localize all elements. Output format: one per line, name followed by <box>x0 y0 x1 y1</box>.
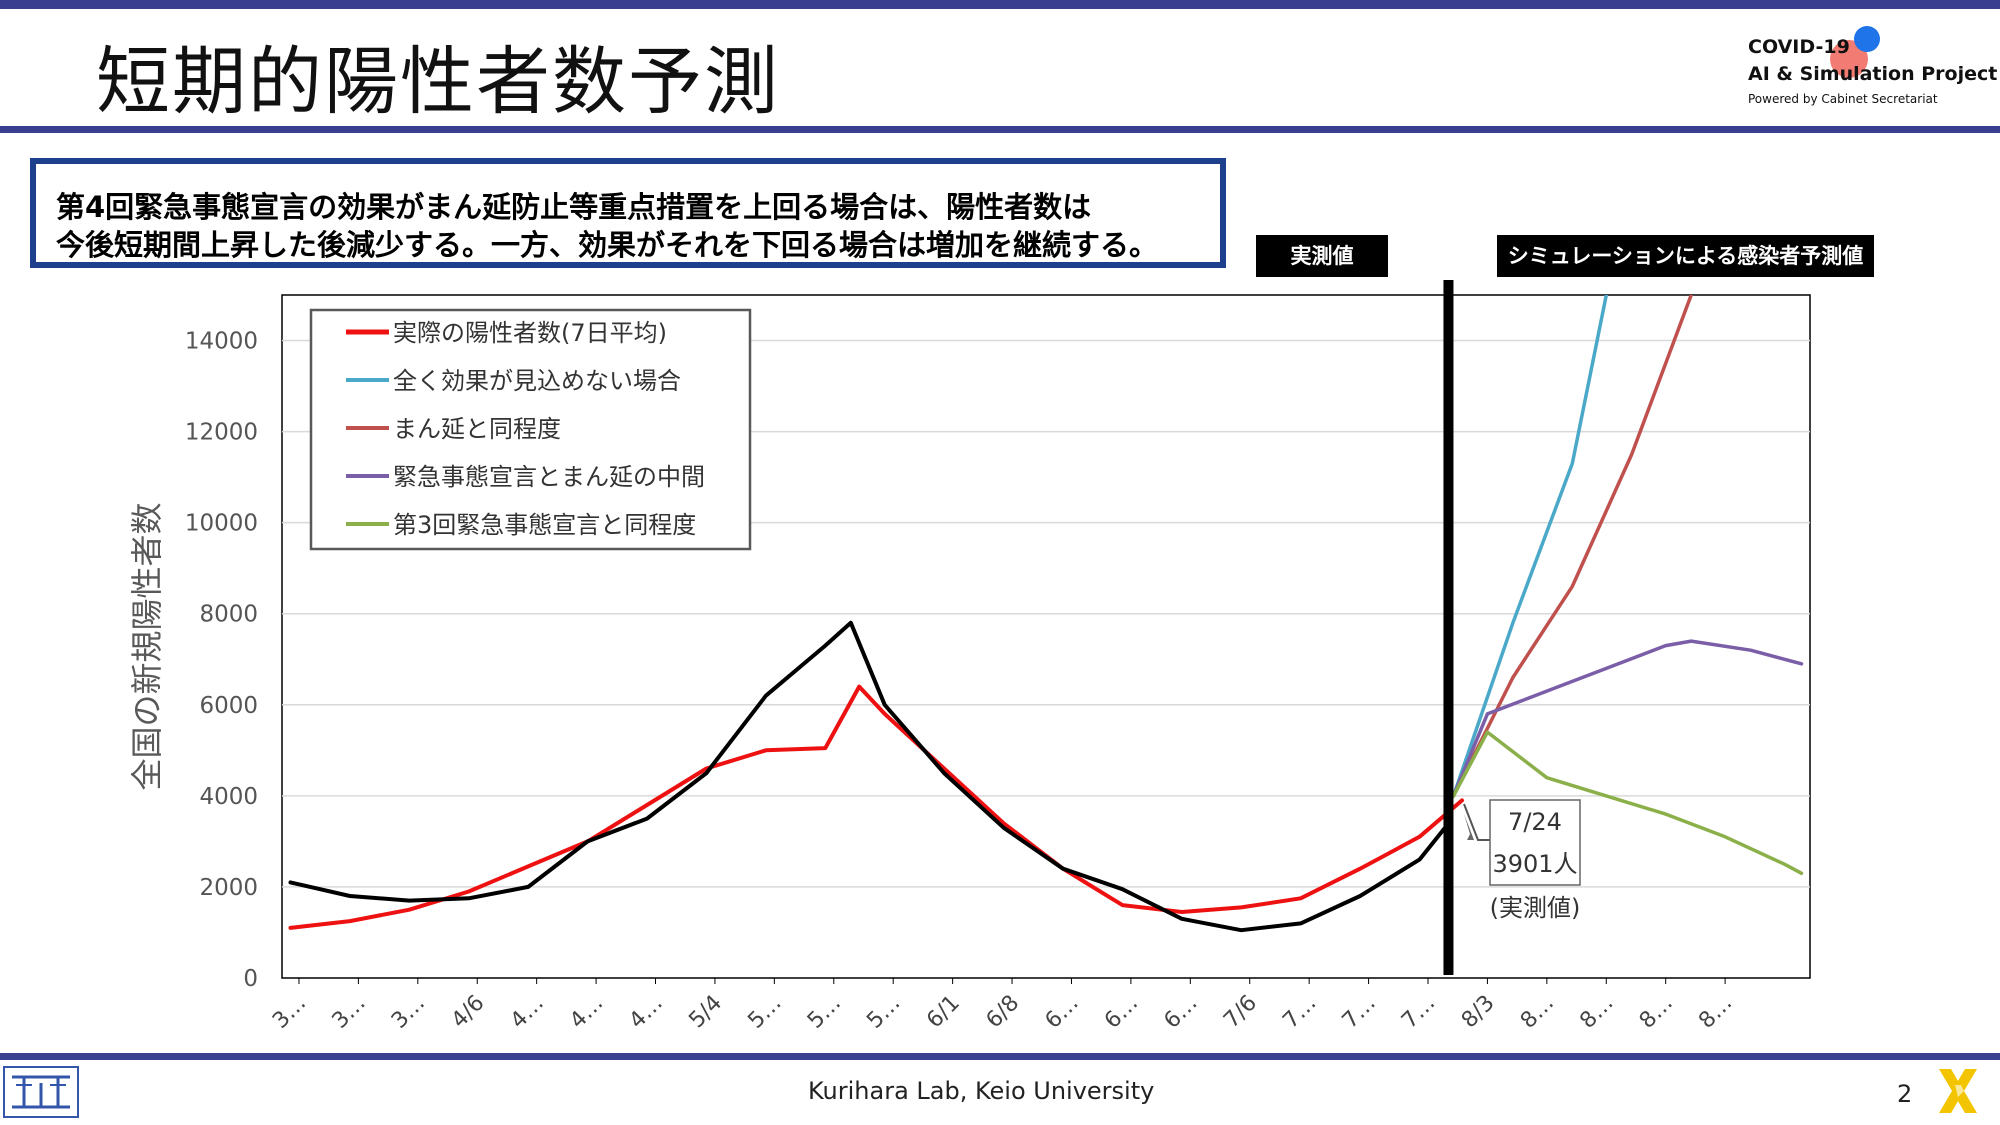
y-tick-label: 6000 <box>199 693 258 719</box>
legend-label: まん延と同程度 <box>393 415 561 443</box>
callout-line1: 第4回緊急事態宣言の効果がまん延防止等重点措置を上回る場合は、陽性者数は <box>56 190 1092 224</box>
third-emergency-line <box>1451 730 1804 876</box>
x-tick-label: 4… <box>506 991 549 1034</box>
x-tick-label: 8… <box>1575 991 1618 1034</box>
x-tick-label: 8… <box>1516 991 1559 1034</box>
actual-value-tag: 実測値 <box>1256 235 1388 277</box>
x-tick-label: 7… <box>1397 991 1440 1034</box>
infection-forecast-chart: 0 2000 4000 6000 8000 10000 12000 14000 全国の新規陽性者… <box>128 280 1811 1034</box>
middle-line <box>1451 639 1804 798</box>
logo-line2: AI & Simulation Project <box>1748 63 1998 85</box>
x-tick-label: 8… <box>1694 991 1737 1034</box>
x-tick-label: 4/6 <box>447 991 490 1034</box>
x-tick-label: 7… <box>1278 991 1321 1034</box>
x-tick-label: 4… <box>625 991 668 1034</box>
slide-title: 短期的陽性者数予測 <box>96 39 780 125</box>
x-tick-label: 6/8 <box>982 991 1025 1034</box>
summary-callout: 第4回緊急事態宣言の効果がまん延防止等重点措置を上回る場合は、陽性者数は 今後短… <box>30 158 1226 268</box>
legend-label: 緊急事態宣言とまん延の中間 <box>393 463 705 491</box>
lab-logo <box>3 1066 79 1118</box>
y-tick-label: 0 <box>243 966 258 992</box>
x-tick-label: 5/4 <box>684 991 727 1034</box>
y-tick-label: 8000 <box>199 602 258 628</box>
title-underline <box>0 126 2000 133</box>
annotation-leader <box>1463 803 1490 841</box>
annotation-note: (実測値) <box>1490 894 1581 922</box>
legend-label: 第3回緊急事態宣言と同程度 <box>393 511 696 539</box>
x-logo <box>1939 1069 1977 1113</box>
annotation-box <box>1489 799 1581 886</box>
logo-line1: COVID-19 <box>1748 36 1850 58</box>
x-tick-label: 4… <box>565 991 608 1034</box>
x-tick-label: 6… <box>1100 991 1143 1034</box>
logo-line3: Powered by Cabinet Secretariat <box>1748 92 1938 106</box>
manbou-line <box>1451 295 1693 798</box>
x-tick-label: 6… <box>1159 991 1202 1034</box>
simulation-tag: シミュレーションによる感染者予測値 <box>1497 235 1874 277</box>
annotation-value: 3901人 <box>1492 850 1577 878</box>
x-tick-label: 7/6 <box>1219 991 1262 1034</box>
x-tick-label: 6/1 <box>922 991 965 1034</box>
x-tick-label: 5… <box>862 991 905 1034</box>
x-tick-label: 5… <box>803 991 846 1034</box>
y-tick-label: 12000 <box>185 420 258 446</box>
actual-7day-line <box>288 684 1464 930</box>
covid-ai-logo: COVID-19 AI & Simulation Project Powered… <box>1748 26 1997 115</box>
y-tick-label: 14000 <box>185 329 258 355</box>
callout-line2: 今後短期間上昇した後減少する。一方、効果がそれを下回る場合は増加を継続する。 <box>56 228 1159 262</box>
y-tick-label: 4000 <box>199 784 258 810</box>
logo-blue-circle <box>1854 26 1880 52</box>
no-effect-line <box>1451 295 1609 798</box>
x-tick-label: 8/3 <box>1457 991 1500 1034</box>
page-number: 2 <box>1897 1080 1913 1108</box>
footer-credit: Kurihara Lab, Keio University <box>808 1077 1155 1105</box>
y-axis-title: 全国の新規陽性者数 <box>128 502 166 790</box>
x-tick-label: 7… <box>1338 991 1381 1034</box>
annotation-date: 7/24 <box>1508 808 1562 836</box>
legend-label: 実際の陽性者数(7日平均) <box>393 319 667 347</box>
x-tick-label: 3… <box>387 991 430 1034</box>
actual-daily-line <box>288 620 1447 933</box>
top-accent-bar <box>0 0 2000 9</box>
x-tick-label: 3… <box>328 991 371 1034</box>
x-tick-label: 8… <box>1635 991 1678 1034</box>
x-tick-label: 6… <box>1041 991 1084 1034</box>
x-tick-label: 5… <box>743 991 786 1034</box>
y-tick-label: 10000 <box>185 511 258 537</box>
x-tick-label: 3… <box>268 991 311 1034</box>
legend-label: 全く効果が見込めない場合 <box>393 367 681 395</box>
y-tick-label: 2000 <box>199 875 258 901</box>
annotation-arrowhead <box>1464 814 1474 840</box>
footer-line <box>0 1053 2000 1060</box>
